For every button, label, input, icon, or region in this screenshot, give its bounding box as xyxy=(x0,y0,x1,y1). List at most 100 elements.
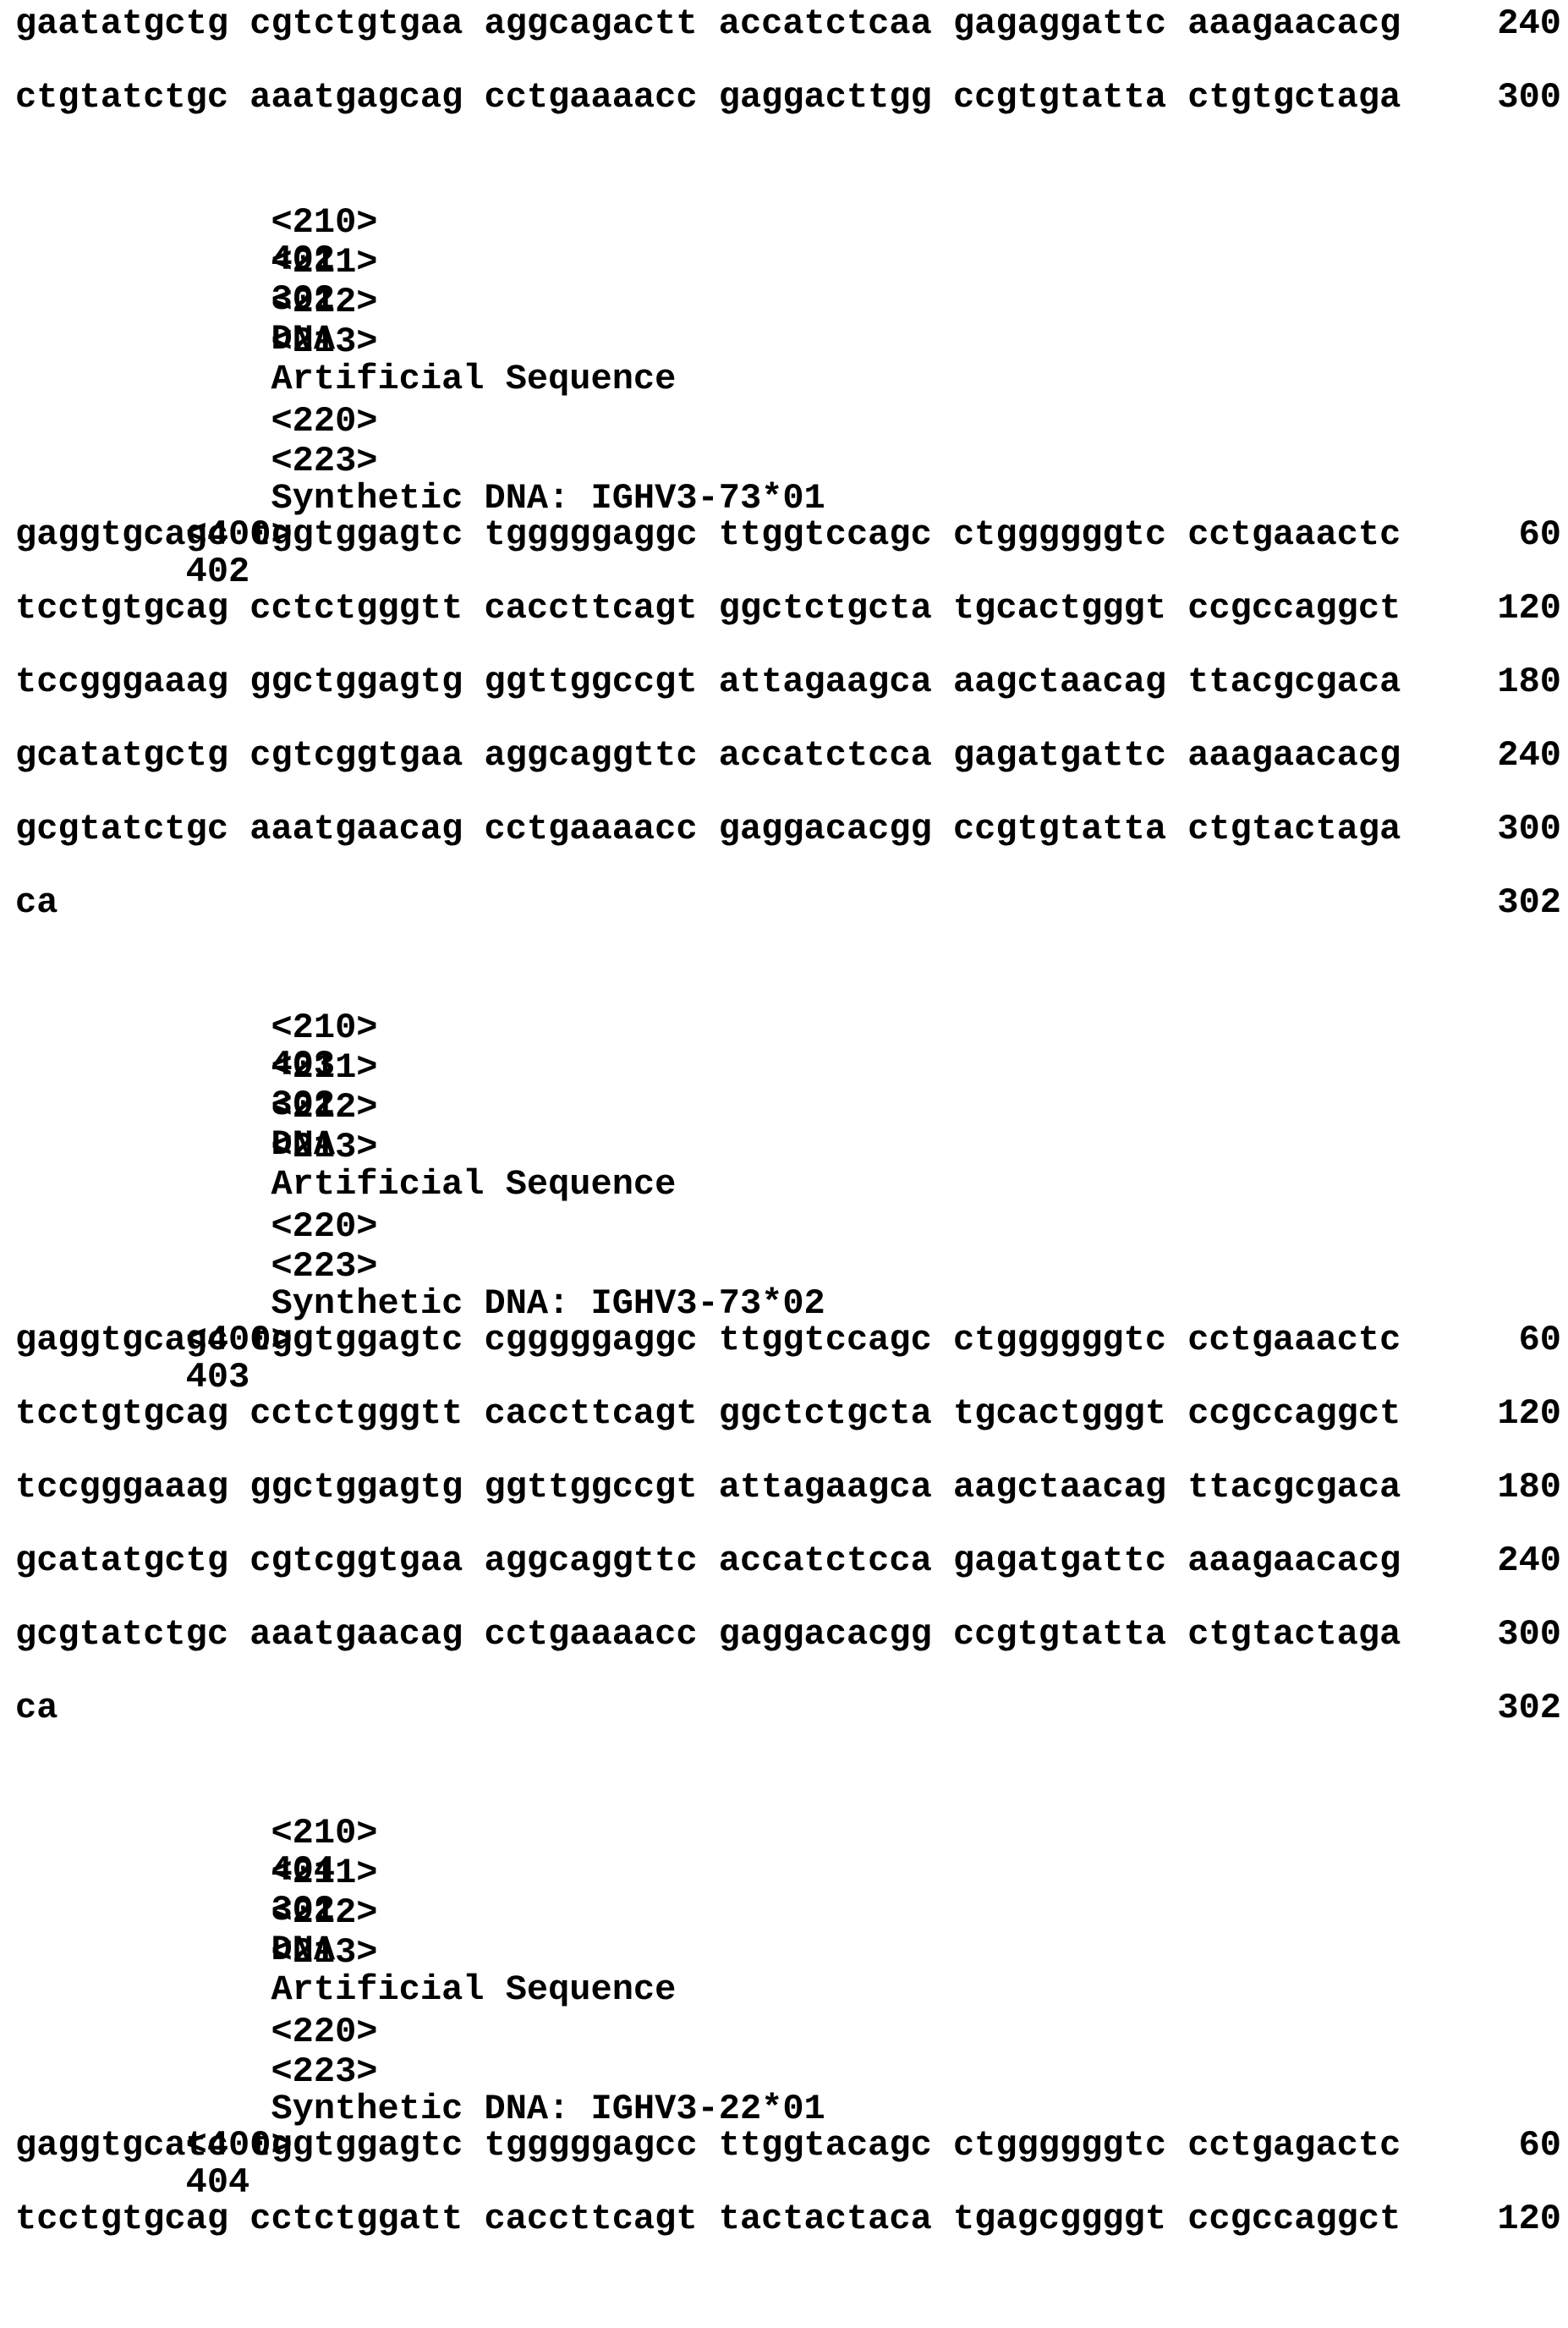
metadata-value: Artificial Sequence xyxy=(271,1969,677,2010)
sequence-line: ca 302 xyxy=(15,1689,1561,1727)
sequence-id: 404 xyxy=(185,2162,250,2203)
metadata-line: <211> 302 xyxy=(15,206,1561,318)
sequence-line-number: 60 xyxy=(1518,1320,1561,1360)
numeric-identifier-tag: <223> xyxy=(271,2051,378,2092)
sequence-text: tcctgtgcag cctctgggtt caccttcagt ggctctg… xyxy=(15,588,1401,629)
numeric-identifier-tag: <210> xyxy=(271,1008,378,1048)
sequence-line-number: 302 xyxy=(1497,882,1561,923)
comment-block: <220> <223> Synthetic DNA: IGHV3-73*01 xyxy=(15,365,1561,517)
sequence-line: gaggtgcagc tggtggagtc tgggggaggc ttggtcc… xyxy=(15,516,1561,553)
sequence-text: ca xyxy=(15,1688,58,1728)
sequence-line: gcgtatctgc aaatgaacag cctgaaaacc gaggaca… xyxy=(15,810,1561,848)
numeric-identifier-tag: <220> xyxy=(271,2012,378,2052)
sequence-line: gaatatgctg cgtctgtgaa aggcagactt accatct… xyxy=(15,5,1561,42)
metadata-line: <210> 403 xyxy=(15,972,1561,1084)
sequence-line-number: 120 xyxy=(1497,588,1561,629)
sequence-line: tcctgtgcag cctctggatt caccttcagt tactact… xyxy=(15,2200,1561,2237)
sequence-text: gcatatgctg cgtcggtgaa aggcaggttc accatct… xyxy=(15,735,1401,776)
sequence-line: tcctgtgcag cctctgggtt caccttcagt ggctctg… xyxy=(15,590,1561,627)
metadata-line: <213> Artificial Sequence xyxy=(15,286,1561,398)
comment-block: <220> <223> Synthetic DNA: IGHV3-22*01 xyxy=(15,1976,1561,2128)
metadata-line: <220> xyxy=(15,365,1561,440)
sequence-line-number: 240 xyxy=(1497,1540,1561,1581)
sequence-text: tccgggaaag ggctggagtg ggttggccgt attagaa… xyxy=(15,1467,1401,1507)
sequence-line-number: 300 xyxy=(1497,1614,1561,1655)
sequence-block: gaggtgcagc tggtggagtc tgggggaggc ttggtcc… xyxy=(15,516,1561,921)
sequence-line-number: 180 xyxy=(1497,1467,1561,1507)
numeric-identifier-tag: <210> xyxy=(271,1813,378,1853)
sequence-entry: <210> 404 <211> 302 <212> DNA <213> Arti… xyxy=(15,1777,1561,2237)
metadata-value: Synthetic DNA: IGHV3-73*01 xyxy=(271,478,825,519)
sequence-line-number: 302 xyxy=(1497,1688,1561,1728)
metadata-line: <213> Artificial Sequence xyxy=(15,1897,1561,2008)
sequence-line: gcatatgctg cgtcggtgaa aggcaggttc accatct… xyxy=(15,1542,1561,1579)
metadata-value: DNA xyxy=(271,319,336,360)
sequence-line-number: 240 xyxy=(1497,735,1561,776)
metadata-line: <210> 404 xyxy=(15,1777,1561,1889)
metadata-line: <211> 302 xyxy=(15,1012,1561,1123)
sequence-line: gcgtatctgc aaatgaacag cctgaaaacc gaggaca… xyxy=(15,1616,1561,1653)
sequence-line-number: 240 xyxy=(1497,3,1561,44)
sequence-entry: <210> 403 <211> 302 <212> DNA <213> Arti… xyxy=(15,972,1561,1727)
numeric-identifier-tag: <400> xyxy=(185,514,293,555)
sequence-entry: <210> 402 <211> 302 <212> DNA <213> Arti… xyxy=(15,167,1561,921)
numeric-identifier-tag: <220> xyxy=(271,1206,378,1247)
metadata-line: <223> Synthetic DNA: IGHV3-73*01 xyxy=(15,405,1561,517)
sequence-text: tccgggaaag ggctggagtg ggttggccgt attagaa… xyxy=(15,662,1401,702)
numeric-identifier-tag: <212> xyxy=(271,1087,378,1128)
metadata-line: <223> Synthetic DNA: IGHV3-22*01 xyxy=(15,2016,1561,2128)
sequence-line: tccgggaaag ggctggagtg ggttggccgt attagaa… xyxy=(15,663,1561,700)
metadata-line: <211> 302 xyxy=(15,1817,1561,1929)
metadata-block: <210> 403 <211> 302 <212> DNA <213> Arti… xyxy=(15,972,1561,1203)
sequence-listing-page: gaatatgctg cgtctgtgaa aggcagactt accatct… xyxy=(15,5,1561,2237)
sequence-text: ca xyxy=(15,882,58,923)
metadata-value: 403 xyxy=(271,1045,336,1085)
sequence-line: gaggtgcatc tggtggagtc tgggggagcc ttggtac… xyxy=(15,2127,1561,2164)
numeric-identifier-tag: <212> xyxy=(271,282,378,322)
sequence-line: tccgggaaag ggctggagtg ggttggccgt attagaa… xyxy=(15,1469,1561,1506)
metadata-line: <220> xyxy=(15,1171,1561,1245)
sequence-block: gaggtgcatc tggtggagtc tgggggagcc ttggtac… xyxy=(15,2127,1561,2237)
numeric-identifier-tag: <213> xyxy=(271,321,378,362)
sequence-line: gaggtgcagc tggtggagtc cgggggaggc ttggtcc… xyxy=(15,1321,1561,1359)
sequence-line: ctgtatctgc aaatgagcag cctgaaaacc gaggact… xyxy=(15,79,1561,116)
sequence-line-number: 180 xyxy=(1497,662,1561,702)
sequence-line: ca 302 xyxy=(15,884,1561,921)
metadata-value: 302 xyxy=(271,1084,336,1125)
sequence-text: gaggtgcagc tggtggagtc tgggggaggc ttggtcc… xyxy=(15,514,1401,555)
metadata-value: DNA xyxy=(271,1124,336,1165)
sequence-line-number: 120 xyxy=(1497,2199,1561,2239)
sequence-line: gcatatgctg cgtcggtgaa aggcaggttc accatct… xyxy=(15,737,1561,774)
comment-block: <220> <223> Synthetic DNA: IGHV3-73*02 xyxy=(15,1171,1561,1322)
sequence-text: tcctgtgcag cctctggatt caccttcagt tactact… xyxy=(15,2199,1401,2239)
numeric-identifier-tag: <213> xyxy=(271,1127,378,1167)
numeric-identifier-tag: <211> xyxy=(271,242,378,283)
sequence-id: 402 xyxy=(185,552,250,592)
sequence-line-number: 60 xyxy=(1518,2125,1561,2166)
sequence-block: gaggtgcagc tggtggagtc cgggggaggc ttggtcc… xyxy=(15,1321,1561,1727)
metadata-value: 404 xyxy=(271,1850,336,1891)
sequence-line: tcctgtgcag cctctgggtt caccttcagt ggctctg… xyxy=(15,1395,1561,1432)
sequence-text: gaggtgcatc tggtggagtc tgggggagcc ttggtac… xyxy=(15,2125,1401,2166)
metadata-value: DNA xyxy=(271,1930,336,1970)
sequence-400-header: <400> 404 xyxy=(15,2089,1561,2201)
numeric-identifier-tag: <211> xyxy=(271,1047,378,1088)
metadata-value: Artificial Sequence xyxy=(271,1164,677,1205)
metadata-value: Synthetic DNA: IGHV3-22*01 xyxy=(271,2089,825,2129)
metadata-value: 302 xyxy=(271,279,336,320)
metadata-line: <212> DNA xyxy=(15,1857,1561,1968)
numeric-identifier-tag: <220> xyxy=(271,401,378,442)
sequence-text: gaggtgcagc tggtggagtc cgggggaggc ttggtcc… xyxy=(15,1320,1401,1360)
sequence-id: 403 xyxy=(185,1357,250,1397)
metadata-line: <213> Artificial Sequence xyxy=(15,1091,1561,1203)
metadata-block: <210> 404 <211> 302 <212> DNA <213> Arti… xyxy=(15,1777,1561,2008)
sequence-text: gcatatgctg cgtcggtgaa aggcaggttc accatct… xyxy=(15,1540,1401,1581)
numeric-identifier-tag: <213> xyxy=(271,1932,378,1973)
metadata-value: 302 xyxy=(271,1890,336,1930)
sequence-400-header: <400> 403 xyxy=(15,1284,1561,1396)
sequence-text: gcgtatctgc aaatgaacag cctgaaaacc gaggaca… xyxy=(15,809,1401,849)
numeric-identifier-tag: <400> xyxy=(185,2125,293,2166)
sequence-text: gaatatgctg cgtctgtgaa aggcagactt accatct… xyxy=(15,3,1401,44)
sequence-text: ctgtatctgc aaatgagcag cctgaaaacc gaggact… xyxy=(15,77,1401,118)
metadata-value: 402 xyxy=(271,239,336,280)
